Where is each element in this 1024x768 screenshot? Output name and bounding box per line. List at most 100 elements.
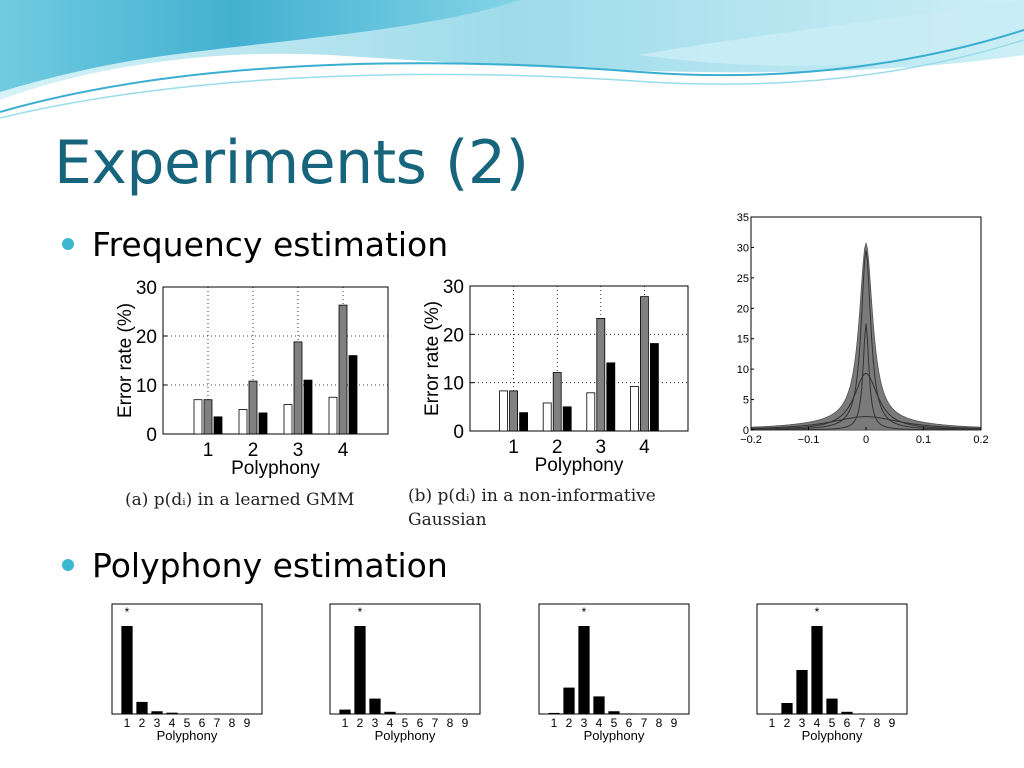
true-polyphony-marker: * [125, 605, 130, 619]
true-polyphony-marker: * [815, 605, 820, 619]
y-tick-label: 30 [136, 278, 157, 299]
x-axis-label: Polyphony [231, 458, 320, 479]
y-tick-label: 10 [443, 374, 464, 395]
bar [338, 304, 348, 435]
mixture-component-curve [750, 416, 982, 429]
bar [596, 317, 606, 432]
bar [238, 409, 248, 435]
y-tick-label: 10 [737, 364, 749, 376]
y-tick-label: 5 [743, 395, 749, 407]
bar [552, 372, 562, 432]
bar [542, 402, 552, 432]
y-tick-label: 15 [737, 334, 749, 346]
plot-frame [329, 603, 481, 715]
bar [639, 296, 649, 432]
x-axis-label: Polyphony [157, 728, 218, 743]
x-tick-label: 6 [626, 716, 633, 730]
y-axis-label: Error rate (%) [115, 303, 136, 418]
x-tick-label: 0 [863, 434, 869, 446]
x-tick-label: 8 [229, 716, 236, 730]
x-tick-label: 3 [581, 716, 588, 730]
bar [369, 698, 381, 714]
x-tick-label: 7 [214, 716, 221, 730]
polyphony-chart-3: 1 2 3 * 4 5 6 7 8 9 Polyphony [538, 603, 690, 743]
polyphony-chart-1: 1 * 2 3 4 5 6 7 8 9 Polyphony [111, 603, 263, 743]
bar [548, 712, 560, 714]
bar [499, 390, 508, 432]
y-tick-label: 20 [443, 325, 464, 346]
x-tick-label: 6 [417, 716, 424, 730]
caption-b-line2: Gaussian [408, 510, 487, 530]
true-polyphony-marker: * [358, 605, 363, 619]
x-tick-label: 2 [248, 440, 259, 461]
mixture-component-curve [751, 323, 981, 431]
slide-title: Experiments (2) [54, 128, 529, 198]
x-tick-label: 1 [508, 437, 519, 458]
bar [841, 711, 853, 714]
x-tick-label: 1 [551, 716, 558, 730]
bar [593, 696, 605, 714]
x-tick-label: 9 [671, 716, 678, 730]
x-tick-label: 2 [566, 716, 573, 730]
x-tick-label: 9 [244, 716, 251, 730]
bar [562, 406, 572, 432]
x-tick-label: 3 [596, 437, 607, 458]
x-tick-label: 7 [432, 716, 439, 730]
bar [781, 703, 793, 714]
x-tick-label: 3 [293, 440, 304, 461]
x-tick-label: 8 [874, 716, 881, 730]
y-tick-label: 20 [737, 303, 749, 315]
x-tick-label: 0.1 [916, 434, 931, 446]
bar [606, 362, 616, 432]
bar [339, 709, 351, 714]
x-tick-label: 4 [387, 716, 394, 730]
bar [151, 711, 163, 714]
x-tick-label: 1 [203, 440, 214, 461]
x-tick-label: 9 [889, 716, 896, 730]
bar [283, 404, 293, 435]
x-tick-label: 5 [611, 716, 618, 730]
bar [563, 687, 575, 714]
x-tick-label: 2 [357, 716, 364, 730]
true-polyphony-marker: * [582, 605, 587, 619]
bar [578, 626, 590, 714]
x-axis-label: Polyphony [584, 728, 645, 743]
x-axis-label: Polyphony [375, 728, 436, 743]
x-tick-label: 2 [784, 716, 791, 730]
header-wave-banner [0, 0, 1024, 119]
x-tick-label: 0.2 [973, 434, 988, 446]
x-tick-label: 4 [596, 716, 603, 730]
y-tick-label: 30 [737, 242, 749, 254]
bar [811, 626, 823, 714]
y-tick-label: 0 [743, 425, 749, 437]
bar [509, 390, 518, 432]
x-tick-label: 7 [641, 716, 648, 730]
bar [623, 713, 635, 714]
x-tick-label: 2 [552, 437, 563, 458]
x-tick-label: 1 [342, 716, 349, 730]
x-tick-label: 4 [169, 716, 176, 730]
x-tick-label: 5 [184, 716, 191, 730]
y-tick-label: 30 [443, 277, 464, 298]
x-tick-label: 4 [639, 437, 650, 458]
x-tick-label: 2 [139, 716, 146, 730]
bar [328, 396, 338, 435]
bar [303, 379, 313, 435]
bar [258, 412, 268, 435]
bar [608, 711, 620, 714]
x-axis-label: Polyphony [802, 728, 863, 743]
x-tick-label: 4 [338, 440, 349, 461]
x-tick-label: 9 [462, 716, 469, 730]
bar [826, 698, 838, 714]
x-tick-label: 7 [859, 716, 866, 730]
x-tick-label: 1 [124, 716, 131, 730]
mixture-component-curve [750, 250, 982, 431]
error-rate-chart-b: 0 10 20 30 1 2 3 4 Polyphony Error rate (%) [422, 277, 689, 476]
plot-frame [756, 603, 908, 715]
error-rate-chart-a: 0 10 20 30 1 2 3 4 Polyphony Error rate (%) [115, 278, 389, 479]
bullet-polyphony-estimation: Polyphony estimation [92, 546, 448, 585]
x-tick-label: 6 [199, 716, 206, 730]
bar [354, 626, 366, 714]
bar [796, 670, 808, 714]
x-tick-label: 3 [799, 716, 806, 730]
